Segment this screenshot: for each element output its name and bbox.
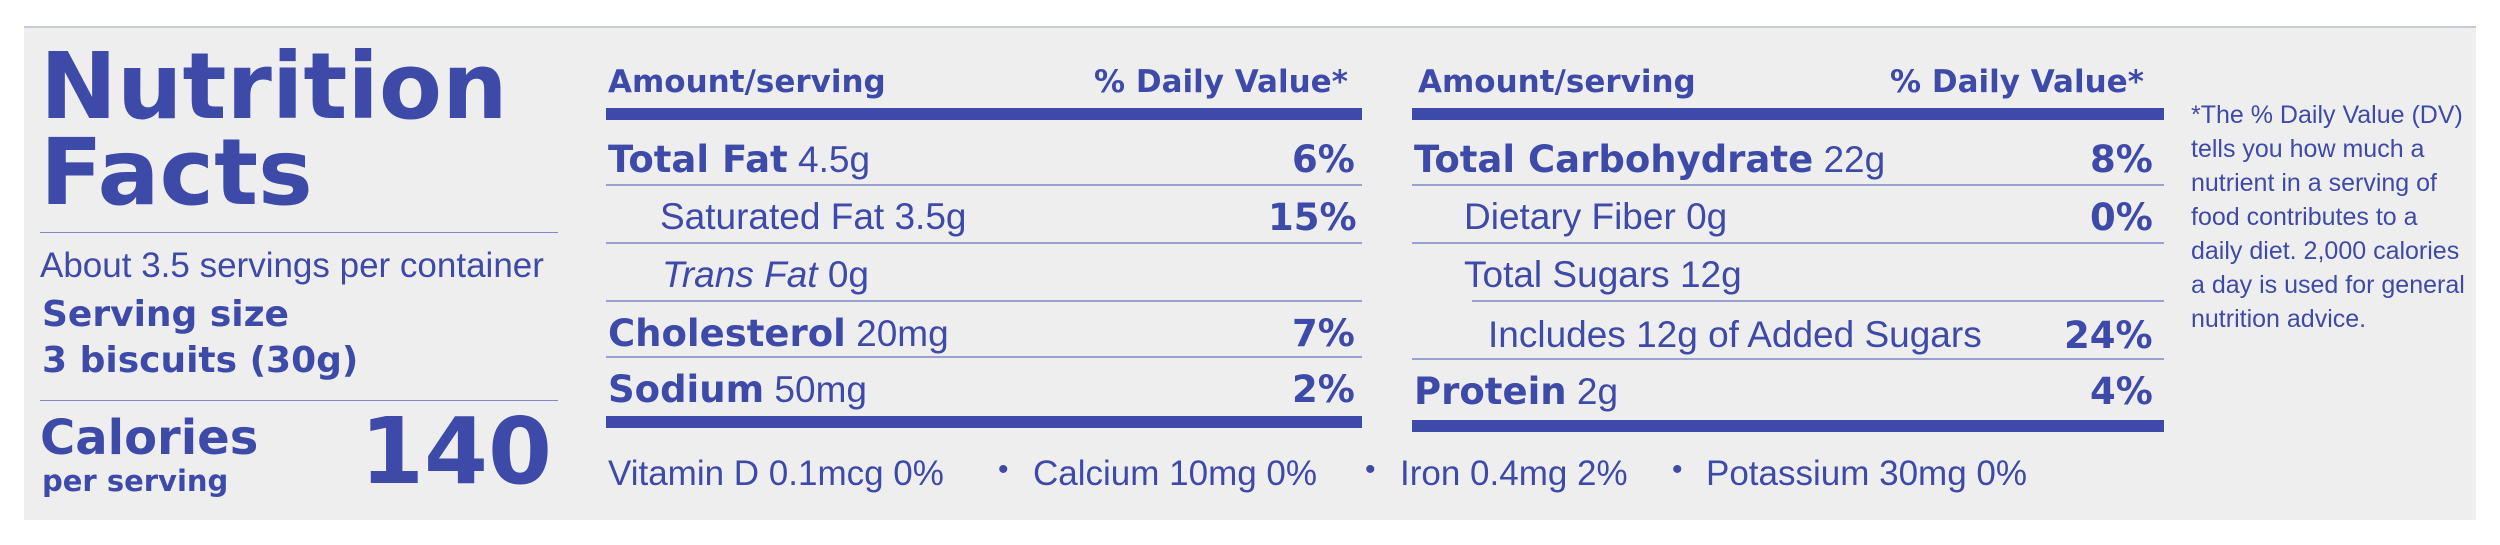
serving-size-label: Serving size <box>42 294 289 335</box>
row-divider <box>1412 242 2164 244</box>
nutrient-total-sugars: Total Sugars 12g <box>1464 254 1742 295</box>
dv-total-fat: 6% <box>1292 138 1355 181</box>
calories-label: Calories <box>40 410 259 466</box>
col2-bottom-rule <box>1412 420 2164 432</box>
separator-dot: • <box>1672 453 1683 486</box>
row-divider <box>606 300 1362 302</box>
row-divider <box>606 184 1362 186</box>
servings-per-container: About 3.5 servings per container <box>40 246 544 285</box>
iron: Iron 0.4mg 2% <box>1400 454 1628 493</box>
dv-dietary-fiber: 0% <box>2090 196 2153 239</box>
nutrient-total-fat: Total Fat 4.5g <box>608 138 871 181</box>
nutrient-total-carbohydrate: Total Carbohydrate 22g <box>1414 138 1886 181</box>
title-facts: Facts <box>40 119 313 226</box>
nutrient-cholesterol: Cholesterol 20mg <box>608 312 949 355</box>
vitamin-d: Vitamin D 0.1mcg 0% <box>608 454 944 493</box>
col2-header-amount: Amount/serving <box>1418 64 1696 100</box>
row-divider <box>606 356 1362 358</box>
row-divider <box>1472 300 2164 302</box>
calcium: Calcium 10mg 0% <box>1033 454 1317 493</box>
col1-bottom-rule <box>606 416 1362 428</box>
dv-added-sugars: 24% <box>2064 314 2153 357</box>
separator-dot: • <box>1365 453 1376 486</box>
nutrient-added-sugars: Includes 12g of Added Sugars <box>1488 314 1982 355</box>
nutrient-sodium: Sodium 50mg <box>608 368 867 411</box>
dv-protein: 4% <box>2090 370 2153 413</box>
row-divider <box>606 242 1362 244</box>
serving-size-value: 3 biscuits (30g) <box>42 340 359 381</box>
potassium: Potassium 30mg 0% <box>1706 454 2027 493</box>
col1-header-dv: % Daily Value* <box>1094 64 1348 100</box>
col2-thick-rule <box>1412 108 2164 120</box>
row-divider <box>1412 358 2164 360</box>
nutrient-dietary-fiber: Dietary Fiber 0g <box>1464 196 1728 237</box>
daily-value-footnote: *The % Daily Value (DV) tells you how mu… <box>2191 101 2465 333</box>
col1-thick-rule <box>606 108 1362 120</box>
calories-per-serving-label: per serving <box>42 464 229 498</box>
dv-sodium: 2% <box>1292 368 1355 411</box>
title-nutrition: Nutrition <box>40 33 508 140</box>
nutrient-protein: Protein 2g <box>1414 370 1619 413</box>
col2-header-dv: % Daily Value* <box>1890 64 2144 100</box>
divider <box>40 232 558 233</box>
col1-header-amount: Amount/serving <box>608 64 886 100</box>
dv-cholesterol: 7% <box>1292 312 1355 355</box>
nutrient-saturated-fat: Saturated Fat 3.5g <box>660 196 967 237</box>
calories-value: 140 <box>360 398 553 505</box>
row-divider <box>1412 184 2164 186</box>
nutrient-trans-fat: Trans Fat 0g <box>662 254 870 295</box>
divider <box>40 400 558 401</box>
dv-total-carbohydrate: 8% <box>2090 138 2153 181</box>
dv-saturated-fat: 15% <box>1268 196 1357 239</box>
separator-dot: • <box>998 453 1009 486</box>
